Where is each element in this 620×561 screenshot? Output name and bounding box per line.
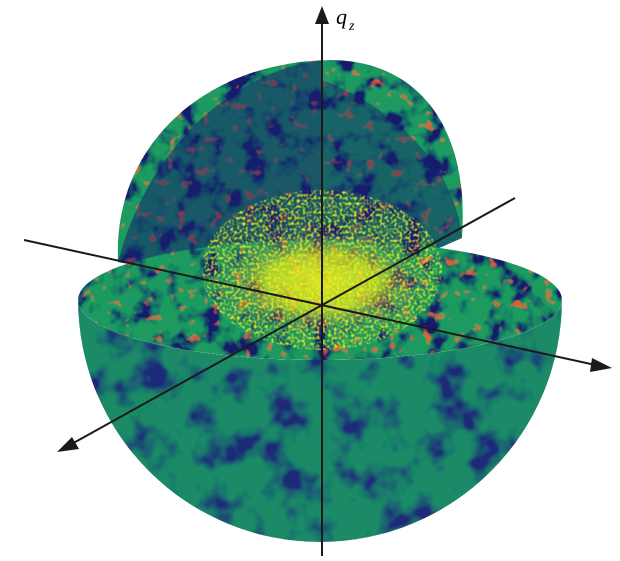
axis-label: q [336,4,347,29]
figure: q z [0,0,620,561]
arrowhead [57,437,79,452]
arrowhead [590,358,612,372]
arrowhead [315,6,329,24]
axis-label-subscript: z [348,19,355,34]
